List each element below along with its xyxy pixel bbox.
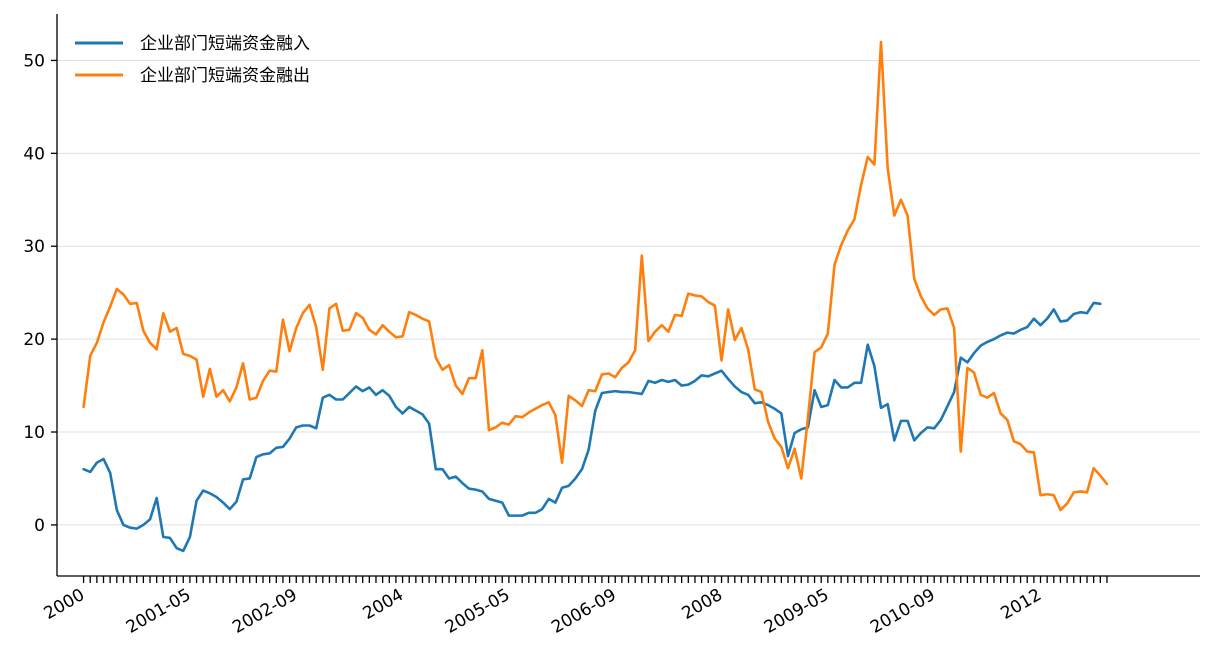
x-tick-label: 2005-05 (442, 585, 514, 638)
y-tick-label: 30 (23, 237, 45, 257)
series-line-0 (82, 301, 1102, 553)
y-tick-label: 10 (23, 423, 45, 443)
x-tick-label: 2008 (679, 585, 726, 624)
series-lines (82, 40, 1109, 553)
x-tick-label: 2000 (41, 585, 88, 624)
x-tick-label: 2001-05 (123, 585, 195, 638)
x-tick-label: 2006-09 (548, 585, 620, 638)
y-tick-label: 0 (34, 516, 45, 536)
grid-lines (57, 59, 1200, 526)
y-tick-label: 50 (23, 51, 45, 71)
legend-label-inflow: 企业部门短端资金融入 (140, 34, 310, 54)
x-tick-label: 2004 (360, 585, 407, 624)
series-line-1 (82, 40, 1109, 512)
y-tick-label: 20 (23, 330, 45, 350)
y-ticks: 0 10 20 30 40 50 (23, 51, 57, 536)
x-tick-label: 2012 (998, 585, 1045, 624)
legend: 企业部门短端资金融入 企业部门短端资金融出 (75, 34, 310, 86)
y-tick-label: 40 (23, 144, 45, 164)
x-tick-label: 2009-05 (761, 585, 833, 638)
x-tick-label: 2002-09 (229, 585, 301, 638)
x-ticks: 2000 2001-05 2002-09 2004 2005-05 2006-09 2008… (41, 576, 1108, 638)
legend-label-outflow: 企业部门短端资金融出 (140, 66, 310, 86)
x-tick-label: 2010-09 (867, 585, 939, 638)
axes (56, 14, 1200, 577)
